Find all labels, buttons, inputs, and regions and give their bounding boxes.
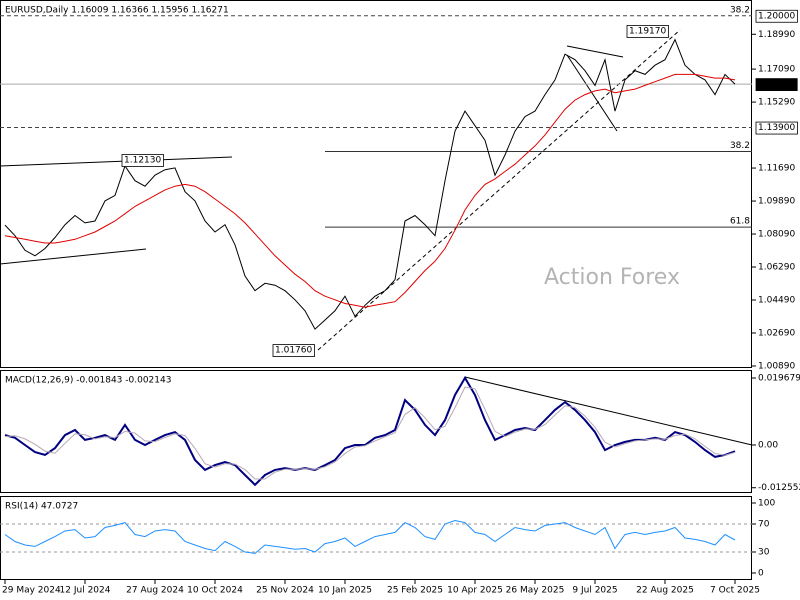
panel-border — [0, 370, 752, 493]
current-price-label: 1.16271 — [758, 80, 795, 90]
channel-bottom — [0, 248, 147, 265]
current-price-label-box — [755, 78, 798, 92]
y-tick-label: 0 — [758, 569, 764, 579]
x-tick-label: 29 May 2024 — [2, 586, 61, 596]
x-tick-label: 10 Jan 2025 — [318, 586, 372, 596]
level-label: 1.13900 — [758, 123, 795, 133]
x-tick-label: 9 Jul 2025 — [572, 586, 617, 596]
y-tick-label: 1.00890 — [758, 361, 795, 371]
y-tick-label: -0.012552 — [758, 483, 800, 493]
fib-diagonal — [317, 29, 681, 351]
series-line — [4, 386, 736, 480]
y-tick-label: 1.15290 — [758, 98, 795, 108]
annotation-label: 1.19170 — [629, 26, 666, 36]
watermark: Action Forex — [544, 265, 680, 290]
y-tick-label: 1.02690 — [758, 328, 795, 338]
y-tick-label: 30 — [758, 548, 770, 558]
y-tick-label: 1.06290 — [758, 263, 795, 273]
y-tick-label: 1.09890 — [758, 197, 795, 207]
level-label-box — [755, 121, 798, 135]
x-tick-label: 10 Apr 2025 — [447, 586, 503, 596]
y-tick-label: 1.08090 — [758, 230, 795, 240]
y-tick-label: 0.00 — [758, 440, 778, 450]
annotation-label: 1.01760 — [275, 346, 312, 356]
fib-label: 38.2 — [730, 141, 750, 151]
y-tick-label: 1.17090 — [758, 65, 795, 75]
y-tick-label: 1.04490 — [758, 296, 795, 306]
panel-title: MACD(12,26,9) -0.001843 -0.002143 — [5, 376, 171, 386]
flag-top — [566, 45, 624, 58]
x-tick-label: 27 Aug 2024 — [126, 586, 184, 596]
x-tick-label: 25 Feb 2025 — [387, 586, 443, 596]
channel-top — [0, 156, 233, 167]
annotation-label-box — [272, 344, 315, 357]
y-tick-label: 1.11690 — [758, 164, 795, 174]
macd-trendline — [464, 376, 753, 446]
x-tick-label: 12 Jul 2024 — [60, 586, 111, 596]
y-tick-label: 100 — [758, 499, 775, 509]
level-label-box — [755, 9, 798, 23]
x-tick-label: 7 Oct 2025 — [710, 586, 760, 596]
x-tick-label: 10 Oct 2024 — [187, 586, 243, 596]
panel-border — [0, 0, 752, 368]
y-tick-label: 70 — [758, 520, 770, 530]
annotation-label-box — [626, 25, 669, 38]
annotation-label-box — [121, 154, 164, 167]
flag-diagonal — [566, 54, 618, 132]
y-tick-label: 1.18990 — [758, 30, 795, 40]
panel-title: EURUSD,Daily 1.16009 1.16366 1.15956 1.1… — [5, 6, 229, 16]
trendlines — [0, 29, 753, 446]
y-tick-label: 0.019679 — [758, 374, 800, 384]
series-line — [4, 73, 736, 308]
fib-label: 38.2 — [730, 5, 750, 15]
x-tick-label: 25 Nov 2024 — [256, 586, 314, 596]
annotation-label: 1.12130 — [124, 155, 161, 165]
series-line — [4, 38, 736, 330]
x-tick-label: 22 Aug 2025 — [636, 586, 694, 596]
panel-title: RSI(14) 47.0727 — [5, 502, 78, 512]
fib-label: 61.8 — [730, 217, 750, 227]
series-line — [4, 519, 736, 554]
panel-border — [0, 496, 752, 580]
level-label: 1.20000 — [758, 11, 795, 21]
x-tick-label: 26 May 2025 — [506, 586, 565, 596]
